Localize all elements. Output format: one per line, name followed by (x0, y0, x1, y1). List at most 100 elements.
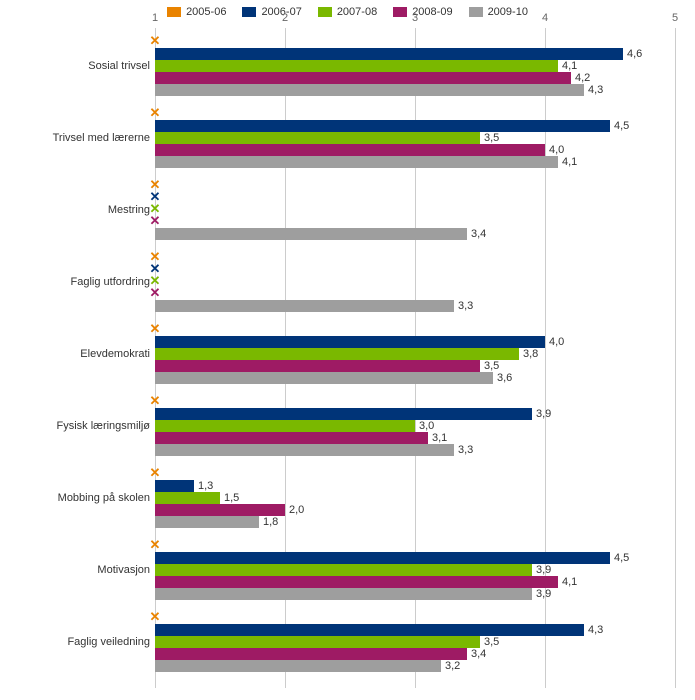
legend-swatch-icon (242, 7, 256, 17)
x-axis-tick-label: 3 (412, 12, 418, 24)
bar-row: 3,1 (155, 432, 675, 444)
bar-stack: ✕4,64,14,24,3 (155, 36, 675, 96)
bar-value-label: 4,3 (584, 84, 603, 96)
bar-stack: ✕3,93,03,1 3,3 (155, 396, 675, 456)
category-label: Trivsel med lærerne (0, 132, 150, 144)
na-marker-icon: ✕ (150, 285, 161, 301)
bar-row: 3,9 (155, 408, 675, 420)
x-axis-tick-label: 2 (282, 12, 288, 24)
bar-value-label: 3,3 (454, 444, 473, 456)
bar-value-label: 3,3 (454, 300, 473, 312)
bar-fill: 3,0 (155, 420, 415, 432)
bar-fill: 4,5 (155, 120, 610, 132)
bar-row: 4,1 (155, 156, 675, 168)
legend-label: 2005-06 (186, 6, 226, 18)
bar-value-label: 1,8 (259, 516, 278, 528)
bar-value-label: 4,1 (558, 156, 577, 168)
category-group: Mobbing på skolen✕1,31,52,01,8 (0, 468, 675, 528)
x-axis-tick-label: 1 (152, 12, 158, 24)
bar-row: 4,1 (155, 576, 675, 588)
bar-row: 4,1 (155, 60, 675, 72)
bar-row: 1,3 (155, 480, 675, 492)
bar-row: ✕ (155, 108, 675, 120)
bar-value-label: 4,3 (584, 624, 603, 636)
bar-fill: 4,2 (155, 72, 571, 84)
bar-row: 3,9 (155, 564, 675, 576)
bar-value-label: 3,0 (415, 420, 434, 432)
category-label: Fysisk læringsmiljø (0, 420, 150, 432)
category-label: Sosial trivsel (0, 60, 150, 72)
bar-value-label: 4,5 (610, 120, 629, 132)
bar-row: ✕ (155, 204, 675, 216)
x-axis-tick-label: 5 (672, 12, 678, 24)
bar-fill: 1,3 (155, 480, 194, 492)
bar-row: ✕ (155, 276, 675, 288)
bar-value-label: 3,4 (467, 648, 486, 660)
bar-stack: ✕4,53,94,13,9 (155, 540, 675, 600)
bar-row: 3,4 (155, 648, 675, 660)
legend-swatch-icon (469, 7, 483, 17)
legend-label: 2007-08 (337, 6, 377, 18)
bar-row: ✕ (155, 180, 675, 192)
category-group: Fysisk læringsmiljø✕3,93,03,13,3 (0, 396, 675, 456)
bar-row: ✕ (155, 396, 675, 408)
legend-item: 2005-06 (167, 6, 226, 18)
legend-swatch-icon (167, 7, 181, 17)
bar-fill: 4,5 (155, 552, 610, 564)
bar-value-label: 3,5 (480, 132, 499, 144)
chart-container: 2005-06 2006-07 2007-08 2008-09 2009-10 … (0, 0, 695, 700)
bar-row: 4,5 (155, 552, 675, 564)
bar-row: ✕ (155, 468, 675, 480)
bar-fill: 3,1 (155, 432, 428, 444)
na-marker-icon: ✕ (150, 321, 161, 337)
legend-item: 2009-10 (469, 6, 528, 18)
x-axis-tick-label: 4 (542, 12, 548, 24)
bar-row: 4,0 (155, 336, 675, 348)
legend-item: 2008-09 (393, 6, 452, 18)
bar-fill: 4,1 (155, 60, 558, 72)
bar-value-label: 4,0 (545, 144, 564, 156)
bar-row: 3,9 (155, 588, 675, 600)
bar-fill: 3,9 (155, 408, 532, 420)
category-group: Elevdemokrati✕4,03,83,53,6 (0, 324, 675, 384)
na-marker-icon: ✕ (150, 393, 161, 409)
category-group: Faglig veiledning✕4,33,53,43,2 (0, 612, 675, 672)
bar-row: ✕ (155, 612, 675, 624)
bar-fill: 3,5 (155, 360, 480, 372)
bar-stack: ✕4,53,54,04,1 (155, 108, 675, 168)
bar-row: 3,3 (155, 444, 675, 456)
bar-fill: 4,0 (155, 336, 545, 348)
bar-value-label: 3,9 (532, 588, 551, 600)
bar-row: 3,6 (155, 372, 675, 384)
bar-fill: 3,9 (155, 588, 532, 600)
bar-row: 3,5 (155, 636, 675, 648)
bar-fill: 4,1 (155, 576, 558, 588)
bar-row: 3,5 (155, 132, 675, 144)
legend-item: 2007-08 (318, 6, 377, 18)
legend-item: 2006-07 (242, 6, 301, 18)
category-label: Faglig utfordring (0, 276, 150, 288)
bar-fill: 3,4 (155, 648, 467, 660)
bar-fill: 3,6 (155, 372, 493, 384)
bar-fill: 3,3 (155, 300, 454, 312)
bar-fill: 4,0 (155, 144, 545, 156)
category-group: Trivsel med lærerne✕4,53,54,04,1 (0, 108, 675, 168)
bar-value-label: 4,1 (558, 576, 577, 588)
bar-row: 3,8 (155, 348, 675, 360)
legend-swatch-icon (318, 7, 332, 17)
na-marker-icon: ✕ (150, 465, 161, 481)
bar-value-label: 3,8 (519, 348, 538, 360)
plot-area: 12345Sosial trivsel✕4,64,14,24,3Trivsel … (155, 28, 675, 688)
bar-fill: 4,1 (155, 156, 558, 168)
bar-value-label: 4,0 (545, 336, 564, 348)
legend-label: 2008-09 (412, 6, 452, 18)
category-group: Sosial trivsel ✕4,64,14,24,3 (0, 36, 675, 96)
bar-row: ✕ (155, 288, 675, 300)
bar-value-label: 1,5 (220, 492, 239, 504)
category-group: Motivasjon✕4,53,94,13,9 (0, 540, 675, 600)
bar-row: 3,3 (155, 300, 675, 312)
bar-fill: 3,4 (155, 228, 467, 240)
bar-value-label: 4,2 (571, 72, 590, 84)
na-marker-icon: ✕ (150, 537, 161, 553)
bar-row: 3,5 (155, 360, 675, 372)
